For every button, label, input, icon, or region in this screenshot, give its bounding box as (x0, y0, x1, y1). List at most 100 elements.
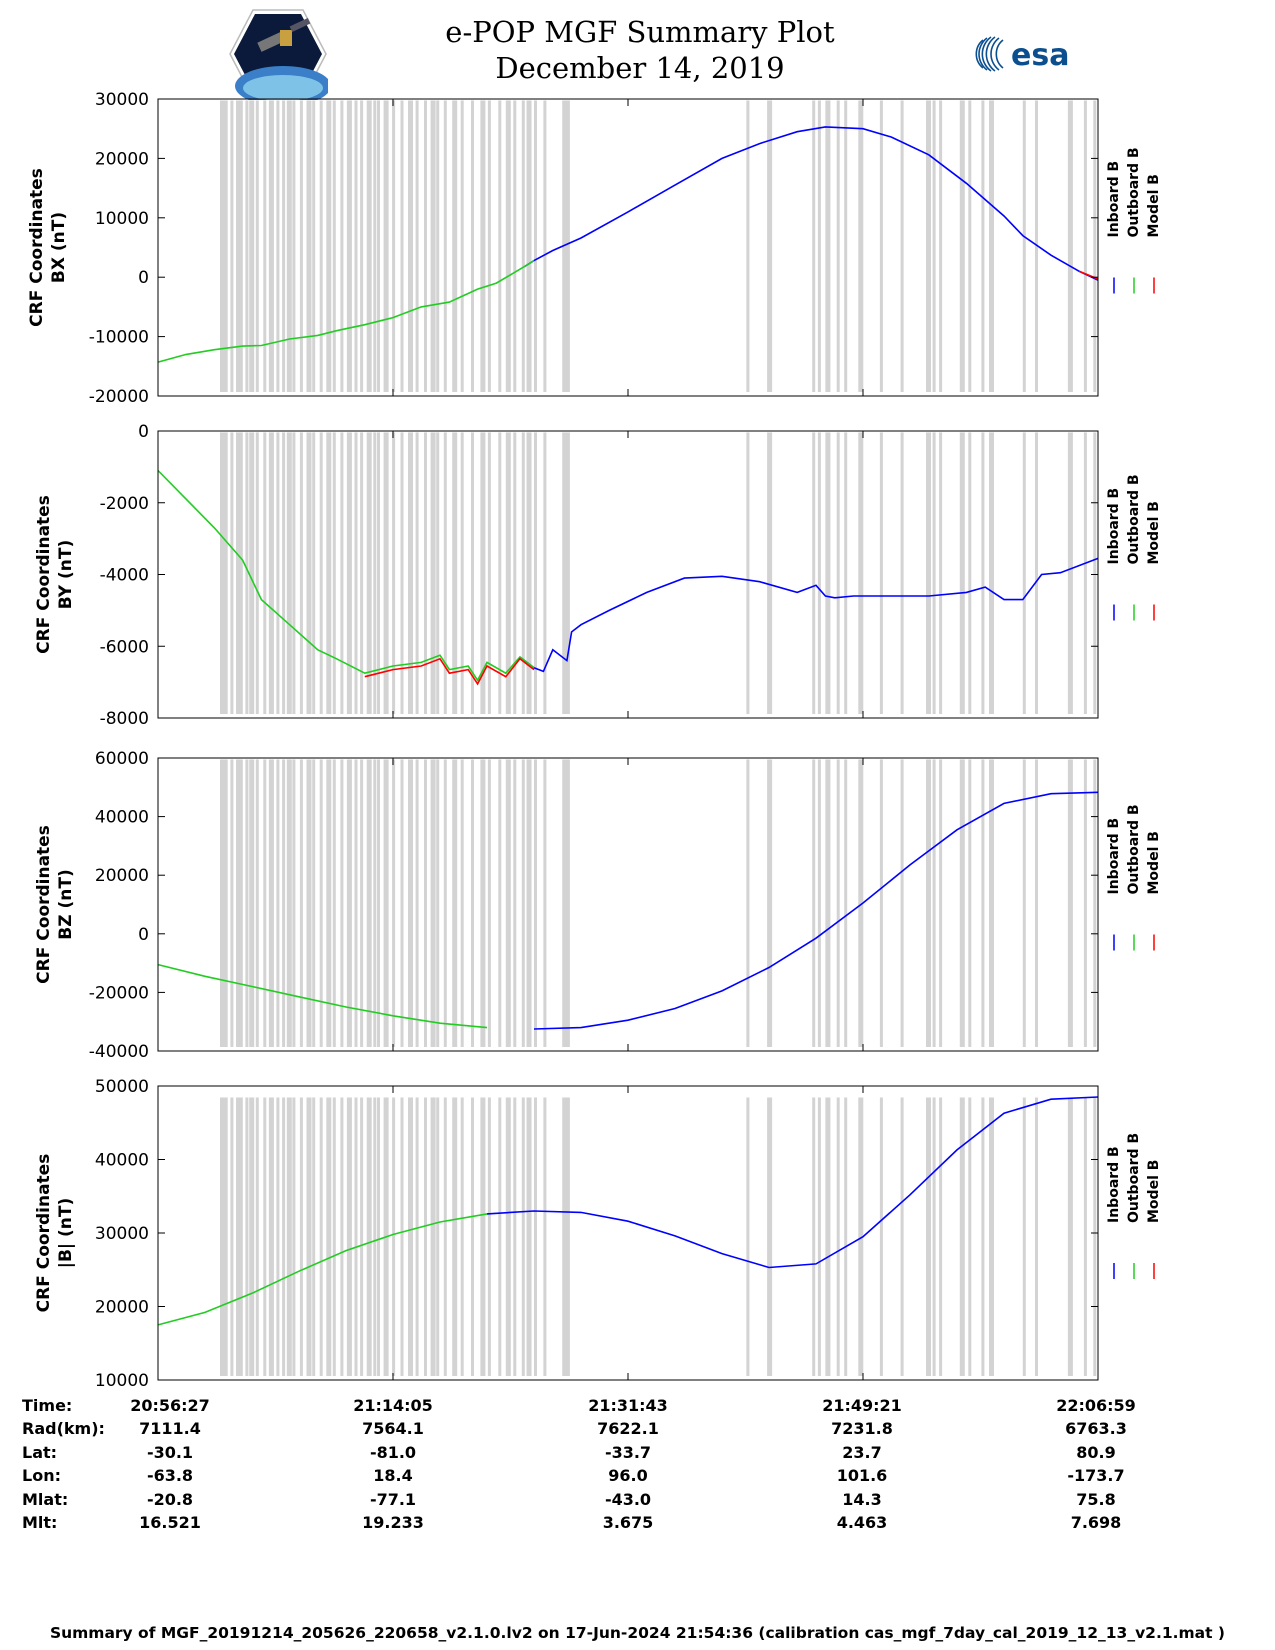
gap-band (817, 1097, 821, 1376)
gap-band (306, 432, 312, 714)
gap-band (224, 1097, 228, 1376)
info-cell: -43.0 (604, 1489, 652, 1509)
gap-band (534, 100, 537, 393)
gap-band (276, 432, 280, 714)
info-cell: 75.8 (1076, 1489, 1116, 1509)
gap-band (346, 1097, 352, 1376)
gap-band (424, 759, 427, 1047)
gap-band (879, 432, 883, 714)
gap-band (858, 1097, 864, 1376)
title-line-1: e-POP MGF Summary Plot (445, 15, 835, 49)
gap-band (286, 100, 292, 393)
gap-band (268, 1097, 274, 1376)
gap-band (249, 432, 255, 714)
gap-band (566, 1097, 570, 1376)
gap-band (844, 100, 848, 393)
gap-band (408, 432, 413, 714)
info-cell: -20.8 (146, 1489, 194, 1509)
info-row-label: Rad(km): (22, 1419, 105, 1439)
gap-band (487, 759, 491, 1047)
gap-band (932, 1097, 936, 1376)
y-axis-label-line-1: CRF Coordinates (34, 495, 54, 654)
info-cell: 21:31:43 (588, 1396, 668, 1415)
gap-band (505, 1097, 511, 1376)
y-axis-label-line-1: CRF Coordinates (34, 825, 54, 984)
gap-band (326, 432, 332, 714)
gap-band (959, 100, 965, 393)
gap-band (282, 432, 286, 714)
gap-band (566, 432, 570, 714)
esa-logo-text: esa (1011, 38, 1069, 73)
gap-band (443, 432, 447, 714)
gap-band (521, 432, 525, 714)
gap-band (989, 1097, 994, 1376)
gap-band (480, 100, 486, 393)
gap-band (430, 759, 436, 1047)
gap-band (424, 432, 427, 714)
info-cell: 23.7 (842, 1442, 882, 1462)
gap-band (319, 432, 323, 714)
gap-band (879, 100, 883, 393)
y-tick-label: -20000 (89, 983, 149, 1003)
legend-entry: Outboard B (1126, 1133, 1142, 1223)
gap-band (332, 100, 336, 393)
gap-band (312, 759, 316, 1047)
gap-band (825, 759, 831, 1047)
gap-band (526, 1097, 532, 1376)
gap-band (562, 100, 568, 393)
gap-band (263, 100, 267, 393)
axes-frame (157, 757, 1099, 1052)
info-cell: -30.1 (146, 1442, 194, 1462)
gap-band (498, 432, 502, 714)
gap-band (513, 1097, 517, 1376)
gap-band (360, 759, 364, 1047)
gap-band (1067, 432, 1073, 714)
gap-band (1022, 100, 1026, 393)
gap-band (1067, 1097, 1073, 1376)
info-row-label: Lon: (22, 1466, 61, 1486)
gap-band (312, 432, 316, 714)
gap-band (263, 759, 267, 1047)
gap-band (817, 759, 821, 1047)
gap-band (443, 100, 447, 393)
gap-band (566, 100, 570, 393)
gap-band (360, 432, 364, 714)
y-tick-label: 60000 (95, 749, 149, 769)
gap-band (825, 1097, 831, 1376)
gap-band (400, 432, 404, 714)
info-row-label: Lat: (22, 1442, 58, 1462)
gap-band (452, 432, 458, 714)
gap-band (825, 100, 831, 393)
legend-entry: Outboard B (1126, 474, 1142, 564)
gap-band (534, 759, 537, 1047)
info-cell: 7.698 (1070, 1513, 1122, 1532)
gap-band (879, 759, 883, 1047)
info-cell: 14.3 (842, 1489, 882, 1509)
gap-band (562, 759, 568, 1047)
gap-band (268, 432, 274, 714)
y-tick-label: -8000 (100, 709, 149, 729)
gap-band (767, 432, 773, 714)
gap-band (900, 432, 904, 714)
gap-band (1022, 432, 1026, 714)
legend-entry: Model B (1146, 831, 1162, 894)
gap-band (360, 1097, 364, 1376)
gap-band (312, 100, 316, 393)
y-axis-label-line-2: BY (nT) (56, 540, 76, 610)
gap-band (282, 759, 286, 1047)
legend-entry: Inboard B (1106, 161, 1122, 238)
legend-entry: Outboard B (1126, 147, 1142, 237)
gap-band (968, 1097, 972, 1376)
gap-band (487, 100, 491, 393)
y-axis-label-line-2: |B| (nT) (56, 1198, 76, 1269)
gap-band (812, 1097, 816, 1376)
y-tick-label: 10000 (95, 209, 149, 229)
gap-band (245, 759, 249, 1047)
gap-band (326, 759, 332, 1047)
gap-band (436, 1097, 440, 1376)
gap-band (959, 1097, 965, 1376)
gap-band (282, 1097, 286, 1376)
gap-band (1083, 432, 1087, 714)
info-row-label: Mlat: (22, 1489, 69, 1509)
gap-band (968, 759, 972, 1047)
